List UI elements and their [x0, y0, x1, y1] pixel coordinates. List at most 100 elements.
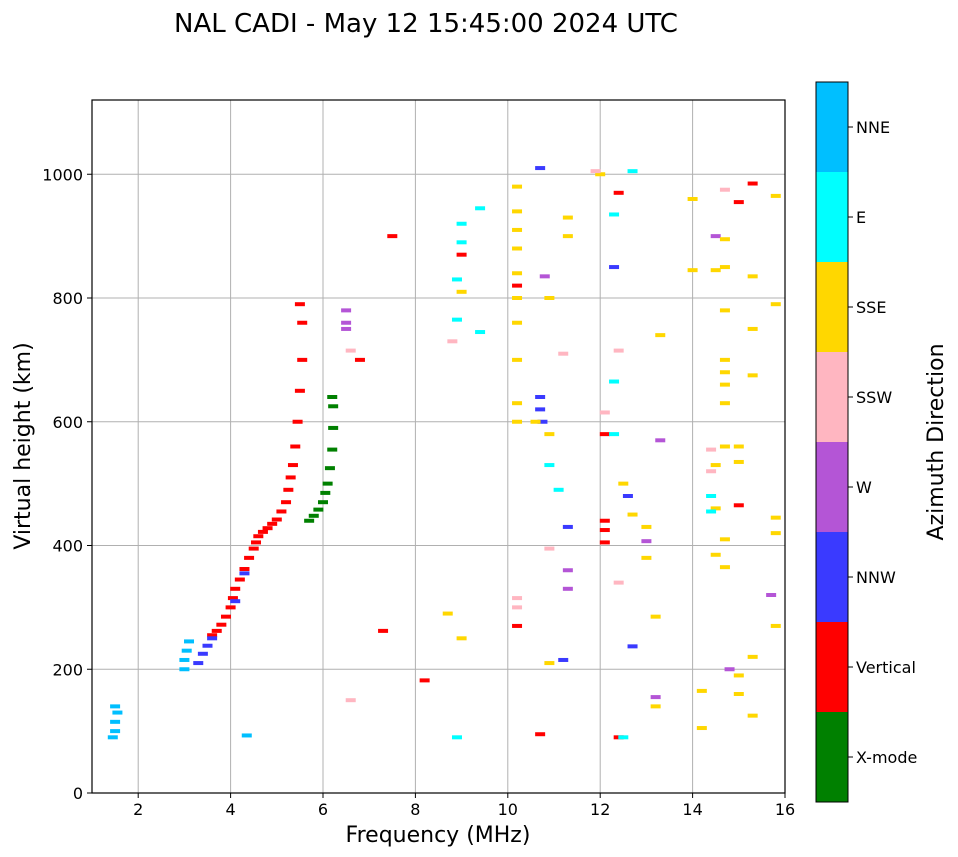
echo-point [512, 227, 523, 232]
y-tick-label: 400 [52, 537, 83, 556]
x-tick-label: 8 [410, 800, 420, 819]
colorbar-title: Azimuth Direction [924, 343, 949, 540]
echo-point [599, 528, 610, 533]
echo-point [292, 419, 303, 424]
echo-point [609, 432, 620, 437]
echo-point [297, 357, 308, 362]
echo-point [770, 515, 781, 520]
colorbar-segment [816, 442, 848, 532]
echo-point [110, 729, 121, 734]
echo-point [244, 555, 255, 560]
echo-point [285, 475, 296, 480]
y-tick-label: 600 [52, 413, 83, 432]
echo-point [535, 166, 546, 171]
echo-point [627, 644, 638, 649]
echo-point [719, 237, 730, 242]
echo-point [719, 565, 730, 570]
echo-point [456, 240, 467, 245]
echo-point [456, 289, 467, 294]
echo-point [544, 432, 555, 437]
echo-point [197, 651, 208, 656]
echo-point [271, 517, 282, 522]
x-tick-label: 10 [498, 800, 518, 819]
echo-point [290, 444, 301, 449]
echo-point [535, 395, 546, 399]
echo-point [345, 348, 356, 353]
echo-point [512, 623, 523, 628]
echo-point [327, 395, 338, 399]
echo-point [706, 509, 717, 514]
echo-point [719, 187, 730, 192]
echo-point [618, 481, 629, 486]
echo-point [733, 444, 744, 449]
echo-point [719, 537, 730, 542]
echo-point [345, 698, 356, 703]
x-tick-label: 4 [226, 800, 236, 819]
echo-point [456, 252, 467, 257]
echo-point [558, 657, 569, 662]
grid-lines [92, 100, 785, 793]
echo-point [216, 622, 227, 627]
colorbar: X-mode Vertical NNW W SSW SSE E NNE [815, 81, 917, 803]
echo-point [475, 330, 486, 335]
echo-point [747, 654, 758, 659]
echo-point [287, 463, 298, 468]
colorbar-label: W [856, 478, 872, 497]
echo-point [512, 357, 523, 362]
echo-point [341, 326, 352, 331]
echo-point [613, 580, 624, 585]
echo-point [251, 540, 262, 545]
echo-point [706, 447, 717, 452]
colorbar-segment [816, 262, 848, 352]
colorbar-label: X-mode [856, 748, 917, 767]
echo-point [297, 320, 308, 325]
echo-point [512, 283, 523, 288]
colorbar-label: NNE [856, 118, 890, 137]
x-tick-label: 6 [318, 800, 328, 819]
echo-point [447, 339, 458, 344]
echo-point [733, 503, 744, 508]
x-tick-label: 14 [682, 800, 702, 819]
echo-point [512, 401, 523, 406]
echo-point [308, 513, 319, 518]
echo-point [512, 320, 523, 325]
echo-point [599, 518, 610, 523]
echo-point [257, 529, 268, 534]
echo-point [544, 463, 555, 468]
echo-point [451, 735, 462, 740]
echo-point [475, 206, 486, 211]
echo-point [207, 633, 218, 638]
echo-point [227, 596, 238, 601]
echo-point [193, 661, 204, 666]
colorbar-segment [816, 352, 848, 442]
echo-points [107, 166, 781, 740]
echo-point [283, 487, 294, 492]
echo-point [719, 370, 730, 375]
echo-point [733, 673, 744, 678]
echo-point [627, 169, 638, 174]
echo-point [202, 643, 213, 648]
echo-point [719, 444, 730, 449]
echo-point [304, 518, 315, 523]
echo-point [535, 407, 546, 412]
echo-point [324, 466, 335, 471]
echo-point [320, 490, 331, 495]
echo-point [747, 713, 758, 718]
echo-point [512, 419, 523, 424]
y-axis-label: Virtual height (km) [11, 342, 36, 549]
echo-point [456, 221, 467, 226]
echo-point [710, 506, 721, 511]
echo-point [239, 571, 250, 576]
echo-point [719, 265, 730, 270]
echo-point [655, 438, 666, 443]
colorbar-segment [816, 532, 848, 622]
echo-point [341, 308, 352, 313]
echo-point [766, 593, 777, 597]
x-axis-ticks: 2 4 6 8 10 12 14 16 [133, 793, 795, 819]
echo-point [655, 333, 666, 338]
echo-point [622, 494, 633, 498]
echo-point [770, 193, 781, 198]
echo-point [650, 704, 661, 709]
echo-point [696, 726, 707, 731]
echo-point [599, 410, 610, 415]
